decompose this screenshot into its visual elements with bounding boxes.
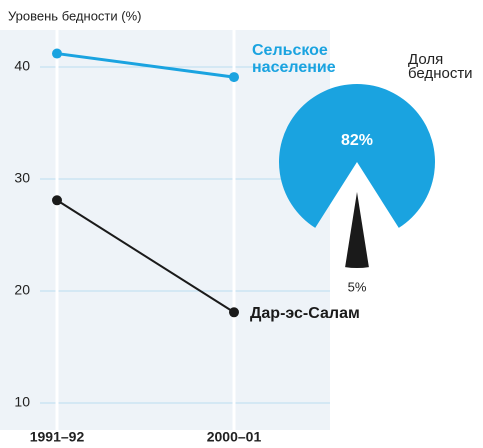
point (52, 48, 62, 59)
point (52, 195, 62, 206)
x-tick-label: 1991–92 (30, 429, 85, 445)
pie-slice (279, 84, 435, 228)
series-line (56, 199, 235, 314)
point (229, 72, 239, 83)
series-label: Сельское население (252, 42, 336, 76)
series-label: Дар-эс-Салам (250, 305, 360, 322)
pie-title: Доля бедности (408, 51, 473, 82)
pie-slice (345, 192, 369, 268)
plot-background (0, 30, 330, 430)
x-tick-label: 2000–01 (207, 429, 262, 445)
y-tick-label: 20 (14, 282, 30, 298)
y-axis-label: Уровень бедности (%) (8, 8, 141, 23)
series-line (56, 52, 235, 79)
y-tick-label: 10 (14, 394, 30, 410)
y-tick-label: 30 (14, 170, 30, 186)
y-tick-label: 40 (14, 58, 30, 74)
point (229, 307, 239, 318)
pie-label: 5% (348, 279, 367, 294)
pie-label: 82% (341, 132, 373, 149)
